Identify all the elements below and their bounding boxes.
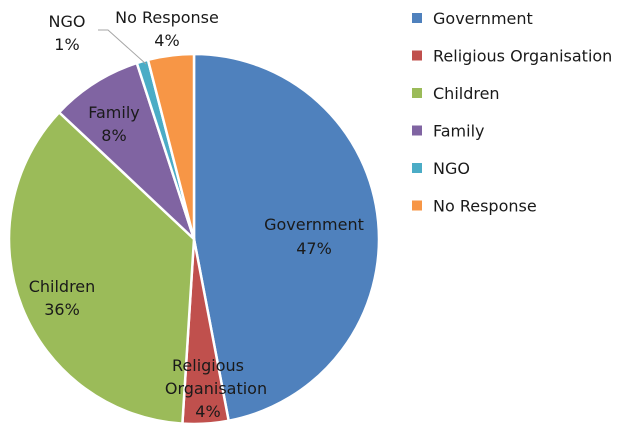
- pie-slices: [7, 52, 381, 426]
- legend-label-children: Children: [433, 84, 500, 103]
- legend-label-ngo: NGO: [433, 159, 470, 178]
- label-religious-line1: Religious: [172, 356, 244, 375]
- legend-label-family: Family: [433, 122, 484, 141]
- label-no-response-pct: 4%: [154, 31, 179, 50]
- label-children-pct: 36%: [44, 300, 80, 319]
- legend-swatch-religious-organisation: [412, 50, 422, 61]
- label-ngo-name: NGO: [49, 12, 86, 31]
- chart-legend: Government Religious Organisation Children…: [412, 9, 612, 216]
- pie-slice-no-response: [146, 52, 196, 241]
- label-religious-pct: 4%: [195, 402, 220, 421]
- label-government-name: Government: [264, 215, 364, 234]
- label-religious-line2: Organisation: [165, 379, 267, 398]
- pie-slice-family: [57, 61, 196, 241]
- legend-label-government: Government: [433, 9, 533, 28]
- label-no-response-name: No Response: [115, 8, 219, 27]
- legend-label-religious-organisation: Religious Organisation: [433, 47, 612, 66]
- pie-slice-government: [192, 52, 381, 422]
- legend-swatch-government: [412, 13, 422, 23]
- label-government-pct: 47%: [296, 239, 332, 258]
- legend-swatch-children: [412, 88, 422, 98]
- label-children-name: Children: [29, 277, 96, 296]
- legend-swatch-no-response: [412, 200, 422, 211]
- pie-slice-children: [7, 111, 196, 425]
- label-family-name: Family: [88, 103, 139, 122]
- label-ngo-pct: 1%: [54, 35, 79, 54]
- label-family-pct: 8%: [101, 126, 126, 145]
- data-labels: Government 47% Religious Organisation 4%…: [29, 8, 364, 421]
- legend-label-no-response: No Response: [433, 197, 537, 216]
- ngo-leader-line: [98, 29, 147, 65]
- legend-swatch-ngo: [412, 163, 422, 173]
- legend-swatch-family: [412, 125, 422, 136]
